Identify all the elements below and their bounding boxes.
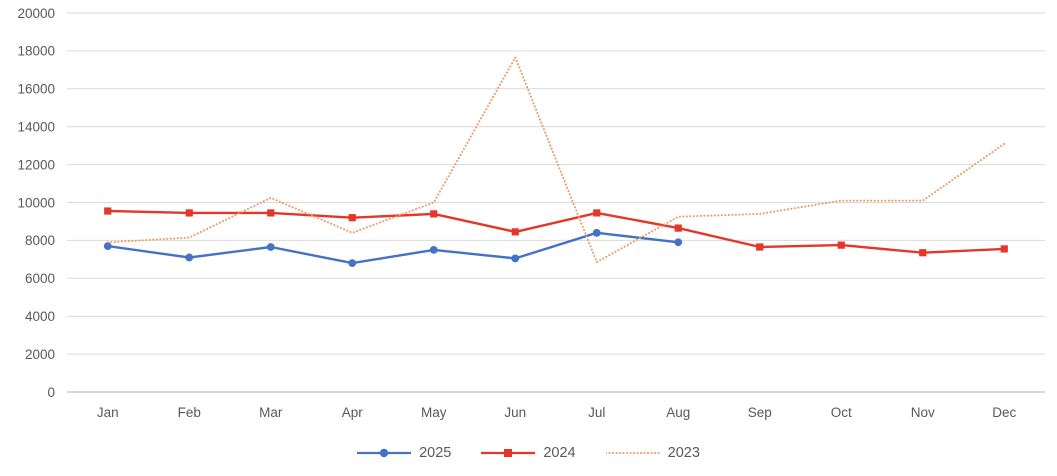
legend-item-2023[interactable]: 2023 <box>605 444 700 461</box>
x-tick-label: Nov <box>911 405 935 420</box>
y-tick-label: 10000 <box>17 195 55 210</box>
legend-sample-2024-line-square-icon <box>481 449 536 457</box>
x-tick-label: May <box>421 405 447 420</box>
data-point-2025[interactable] <box>429 245 438 254</box>
x-tick-label: Jul <box>588 405 605 420</box>
legend-label-2023: 2023 <box>667 444 700 461</box>
data-point-2024[interactable] <box>511 228 519 236</box>
x-tick-label: Apr <box>342 405 364 420</box>
y-tick-label: 2000 <box>25 347 55 362</box>
y-tick-label: 16000 <box>17 82 55 97</box>
data-point-2024[interactable] <box>104 207 112 215</box>
data-point-2024[interactable] <box>593 209 601 217</box>
x-tick-label: Sep <box>748 405 772 420</box>
data-point-2024[interactable] <box>756 243 764 251</box>
data-point-2024[interactable] <box>348 214 356 222</box>
y-tick-label: 12000 <box>17 157 55 172</box>
legend-item-2025[interactable]: 2025 <box>357 446 451 461</box>
y-tick-label: 4000 <box>25 309 55 324</box>
data-point-2024[interactable] <box>919 249 927 257</box>
data-point-2024[interactable] <box>430 210 438 218</box>
y-tick-label: 18000 <box>17 44 55 59</box>
legend-label-2025: 2025 <box>419 444 452 461</box>
x-tick-label: Jun <box>504 405 526 420</box>
legend-item-2024[interactable]: 2024 <box>481 444 576 461</box>
data-point-2024[interactable] <box>1000 245 1008 253</box>
series-line-2025[interactable] <box>107 231 679 265</box>
data-point-2025[interactable] <box>592 228 601 237</box>
legend-sample-2025-line-circle-icon <box>357 448 412 458</box>
y-tick-label: 6000 <box>25 271 55 286</box>
data-point-2024[interactable] <box>185 209 193 217</box>
data-point-2024[interactable] <box>267 209 275 217</box>
data-point-2025[interactable] <box>511 254 520 263</box>
legend-circle-marker-icon <box>379 448 389 458</box>
y-tick-label: 8000 <box>25 233 55 248</box>
data-point-2025[interactable] <box>185 253 194 262</box>
data-point-2025[interactable] <box>266 243 275 251</box>
series-line-2024[interactable] <box>107 209 1005 254</box>
legend-label-2024: 2024 <box>543 444 576 461</box>
data-point-2024[interactable] <box>674 224 682 232</box>
x-tick-label: Oct <box>831 405 852 420</box>
x-tick-label: Feb <box>178 405 201 420</box>
x-tick-label: Dec <box>992 405 1016 420</box>
legend: 2025 2024 2023 <box>0 441 1057 465</box>
y-tick-label: 14000 <box>17 120 55 135</box>
data-point-2024[interactable] <box>837 241 845 249</box>
data-point-2025[interactable] <box>348 259 357 268</box>
legend-sample-2023-dotted-line-icon <box>605 452 660 454</box>
y-tick-label: 0 <box>47 385 55 400</box>
x-tick-label: Aug <box>666 405 690 420</box>
x-tick-label: Mar <box>259 405 283 420</box>
y-tick-label: 20000 <box>17 6 55 21</box>
x-tick-label: Jan <box>97 405 119 420</box>
data-point-2025[interactable] <box>674 238 683 247</box>
data-point-2025[interactable] <box>103 242 112 250</box>
series-line-2023[interactable] <box>106 56 1006 264</box>
legend-square-marker-icon <box>504 449 513 457</box>
